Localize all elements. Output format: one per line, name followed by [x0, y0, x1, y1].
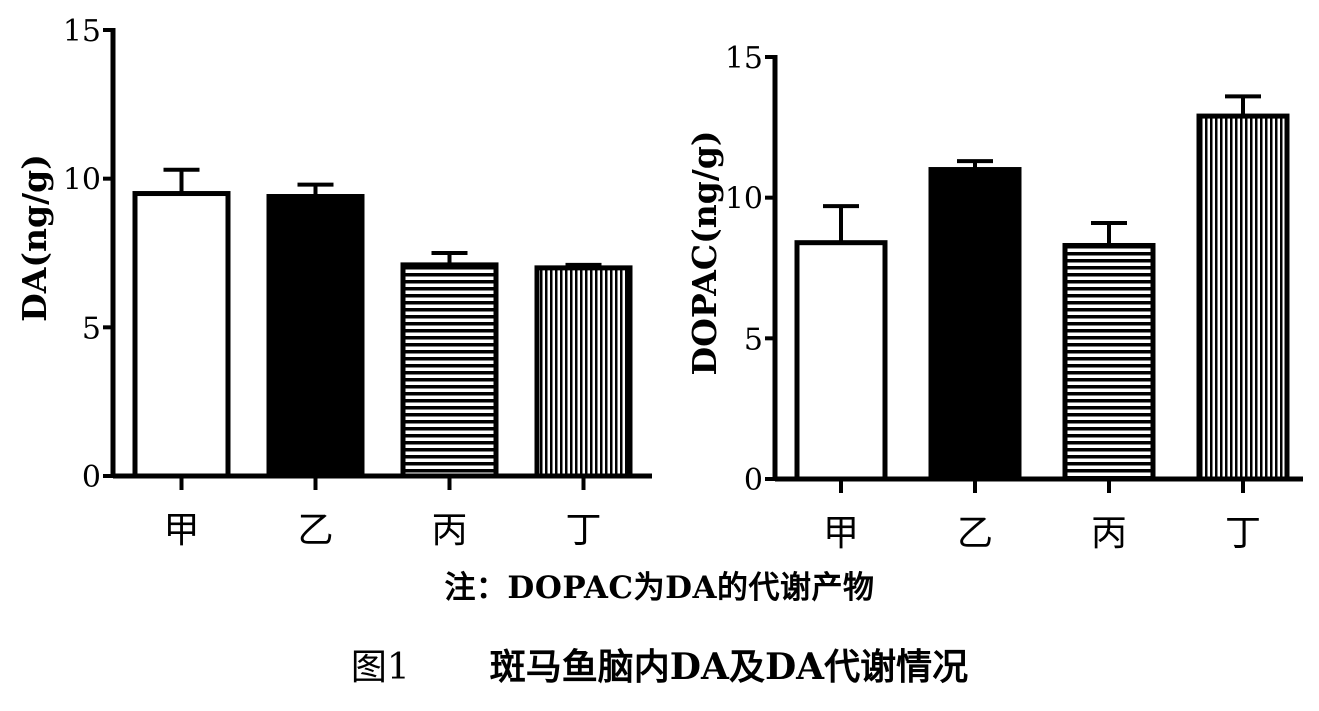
chart2-x-tick-label: 甲: [823, 513, 859, 554]
chart1-y-tick-label: 15: [63, 14, 101, 49]
chart2-y-tick-label: 5: [744, 322, 763, 357]
chart1-bar: [266, 194, 365, 479]
figure-label: 图1: [350, 647, 410, 688]
chart1-y-axis-label: DA(ng/g): [15, 154, 54, 322]
chart1-y-tick-label: 5: [82, 311, 101, 346]
chart1-x-tick-label: 丙: [431, 510, 467, 551]
chart2-x-tick-label: 丙: [1091, 513, 1127, 554]
chart2-y-tick-label: 10: [725, 182, 763, 217]
chart2-y-axis-label: DOPAC(ng/g): [685, 130, 724, 375]
chart2-x-tick-label: 乙: [957, 513, 993, 554]
chart2-bar: [1196, 113, 1290, 482]
chart1-bar: [132, 191, 231, 479]
figure-caption: 图1 斑马鱼脑内DA及DA代谢情况: [0, 638, 1319, 690]
chart1-x-tick-label: 甲: [163, 510, 199, 551]
figure-title: 斑马鱼脑内DA及DA代谢情况: [489, 646, 969, 688]
chart1-x-tick-label: 丁: [565, 510, 601, 551]
chart1-y-tick-label: 10: [63, 163, 101, 198]
chart2-bar: [794, 240, 888, 482]
chart2-bar: [1062, 242, 1156, 482]
chart1-bar: [534, 265, 633, 479]
chart1-x-tick-label: 乙: [297, 510, 333, 551]
figure-note: 注：DOPAC为DA的代谢产物: [444, 570, 875, 606]
chart2-x-tick-label: 丁: [1225, 513, 1261, 554]
chart2-y-tick-label: 15: [725, 41, 763, 76]
chart1-bar: [400, 262, 499, 479]
chart1-y-tick-label: 0: [82, 460, 101, 495]
chart2-bar: [928, 167, 1022, 482]
chart2-y-tick-label: 0: [744, 463, 763, 498]
